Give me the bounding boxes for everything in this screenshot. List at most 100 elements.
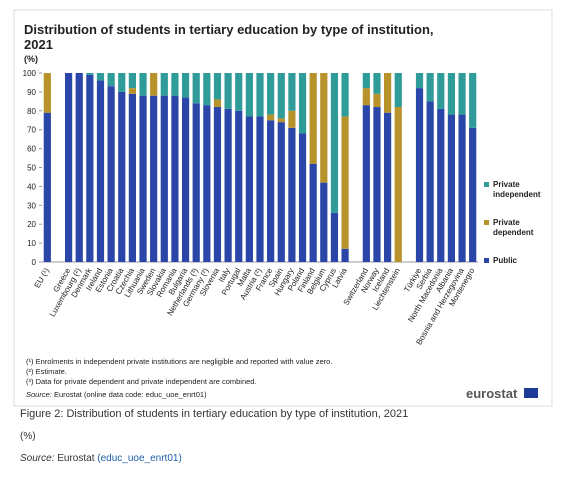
logo-flag (524, 388, 538, 398)
bar-segment (150, 95, 158, 263)
bar-segment (288, 127, 296, 262)
caption-unit: (%) (20, 431, 36, 442)
legend-item: Private independent (484, 180, 554, 200)
bar-segment (426, 73, 434, 102)
chart-title: Distribution of students in tertiary edu… (24, 22, 434, 52)
bar-segment (107, 86, 115, 262)
footnote: (¹) Enrolments in independent private in… (26, 357, 333, 366)
bar-segment (128, 88, 136, 94)
x-tick-label: EU (¹) (33, 266, 52, 289)
source-text: Eurostat (online data code: educ_uoe_enr… (53, 390, 207, 399)
bar-segment (458, 114, 466, 262)
bar-segment (86, 74, 94, 262)
y-tick-label: 20 (27, 220, 36, 229)
bar-segment (298, 133, 307, 262)
bar-segment (341, 248, 349, 262)
bar-segment (373, 107, 381, 263)
legend-swatch (484, 182, 489, 187)
bar-segment (415, 73, 424, 89)
bar-segment (224, 73, 232, 109)
legend-swatch (484, 258, 489, 263)
bar-segment (181, 73, 190, 98)
bar-segment (362, 105, 370, 262)
bar-segment (213, 73, 222, 100)
bar-segment (330, 73, 339, 213)
bar-segment (288, 110, 296, 128)
legend-swatch (484, 220, 489, 225)
y-tick-label: 100 (23, 69, 37, 78)
y-tick-label: 80 (27, 107, 36, 116)
bar-segment (64, 73, 73, 262)
bar-segment (171, 73, 179, 96)
legend-item: Public (484, 256, 554, 266)
caption-source: Source: Eurostat (educ_uoe_enrt01) (20, 453, 182, 464)
bar-segment (373, 93, 381, 108)
bar-segment (415, 88, 424, 263)
bar-segment (277, 73, 285, 119)
bar-segment (245, 73, 253, 117)
bar-segment (298, 73, 307, 134)
bar-segment (267, 120, 275, 262)
legend-label: Public (493, 256, 518, 265)
bar-segment (128, 93, 136, 262)
bar-segment (373, 73, 381, 94)
bar-segment (203, 73, 211, 106)
bar-segment (437, 73, 445, 109)
bar-segment (96, 73, 105, 81)
bar-segment (447, 73, 456, 115)
bar-segment (43, 112, 51, 262)
caption-source-link[interactable]: (educ_uoe_enrt01) (97, 453, 182, 464)
legend-label: Private dependent (493, 218, 534, 237)
bar-segment (192, 73, 200, 104)
bar-segment (437, 108, 445, 262)
bar-segment (139, 73, 147, 96)
bar-segment (160, 73, 168, 96)
bar-segment (256, 116, 264, 262)
logo: eurostat (466, 386, 518, 401)
caption-source-label: Source: (20, 453, 55, 464)
bar-segment (320, 73, 328, 183)
bar-segment (362, 88, 370, 106)
y-tick-label: 30 (27, 201, 36, 210)
bar-segment (160, 95, 168, 263)
bar-segment (362, 73, 370, 89)
bar-segment (203, 105, 211, 262)
footnote: (³) Data for private dependent and priva… (26, 377, 257, 386)
bar-segment (394, 73, 402, 108)
bar-segment (107, 73, 115, 87)
footnote: (²) Estimate. (26, 367, 67, 376)
bar-segment (118, 91, 126, 263)
bar-segment (288, 73, 296, 111)
bar-segment (128, 73, 136, 89)
bar-segment (341, 116, 349, 249)
y-tick-label: 60 (27, 145, 36, 154)
y-tick-label: 40 (27, 182, 36, 191)
bar-segment (235, 73, 243, 111)
footnotes: (¹) Enrolments in independent private in… (26, 357, 332, 387)
bar-segment (267, 73, 275, 115)
bar-segment (213, 107, 222, 263)
bar-segment (235, 110, 243, 262)
bar-segment (171, 95, 179, 263)
bar-segment (384, 112, 392, 262)
frame (13, 9, 553, 407)
bar-segment (447, 114, 456, 262)
bar-segment (341, 73, 349, 117)
bar-segment (267, 114, 275, 121)
bar-segment (96, 80, 105, 262)
bar-segment (75, 73, 83, 262)
bar-segment (245, 116, 253, 262)
y-tick-label: 90 (27, 88, 36, 97)
legend-label: Private independent (493, 180, 541, 199)
bar-segment (309, 163, 317, 262)
bar-segment (384, 73, 392, 113)
chart-subtitle: (%) (24, 54, 38, 64)
bar-segment (309, 73, 317, 164)
bar-segment (213, 99, 222, 108)
bar-segment (181, 97, 190, 262)
bar-segment (192, 103, 200, 263)
bar-segment (458, 73, 466, 115)
caption-title: Figure 2: Distribution of students in te… (20, 408, 409, 420)
bar-segment (150, 73, 158, 96)
